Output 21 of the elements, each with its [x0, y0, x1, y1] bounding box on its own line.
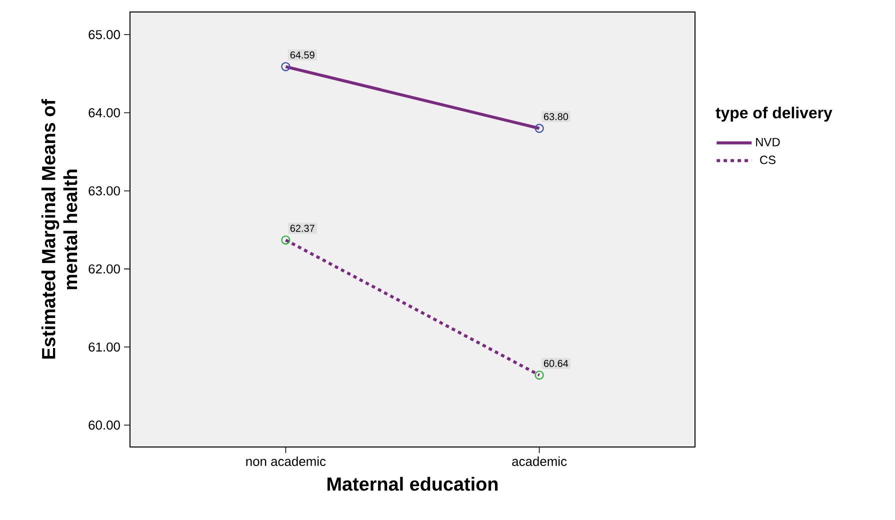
y-tick-label: 65.00	[88, 30, 120, 40]
y-tick-label: 60.00	[88, 420, 120, 430]
y-tick-label: 63.00	[88, 186, 120, 196]
x-tick-label: non academic	[246, 456, 326, 466]
point	[534, 124, 544, 133]
data-label: 64.59	[290, 51, 314, 58]
y-tick-label: 61.00	[88, 342, 120, 352]
y-tick-label: 62.00	[88, 264, 120, 274]
x-tick-label: academic	[512, 456, 567, 466]
legend-label: NVD	[756, 138, 780, 146]
data-label: 60.64	[544, 360, 568, 367]
legend-title: type of delivery	[716, 106, 832, 122]
y-tick-label: 64.00	[88, 108, 120, 118]
point	[281, 62, 290, 72]
data-label: 62.37	[290, 224, 314, 232]
point	[534, 370, 544, 380]
data-label: 63.80	[544, 113, 568, 120]
point	[281, 235, 290, 245]
legend-label: CS	[760, 156, 776, 164]
x-axis-title: Maternal education	[328, 476, 498, 491]
y-axis-title: Estimated Marginal Means of mental health	[41, 99, 78, 359]
